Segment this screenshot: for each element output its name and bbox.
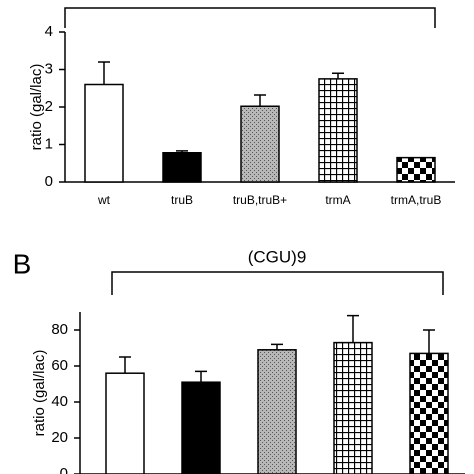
error-bar [332, 72, 344, 79]
y-tick-label: 0 [45, 173, 53, 190]
bar [105, 372, 145, 474]
y-axis-label: ratio (gal/lac) [31, 350, 48, 437]
x-tick-label: trmA,truB [391, 193, 442, 207]
y-tick-label: 1 [45, 135, 53, 152]
x-tick-label: trmA [325, 193, 350, 207]
error-bar [98, 61, 110, 85]
bar [257, 349, 297, 474]
y-tick-label: 3 [45, 60, 53, 77]
y-tick-label: 80 [51, 321, 68, 338]
error-bar [195, 370, 207, 383]
bracket [111, 271, 444, 295]
bracket [64, 7, 436, 28]
error-bar [119, 356, 131, 374]
bar [181, 381, 221, 474]
x-tick-label: truB [171, 193, 193, 207]
error-bar [423, 329, 435, 354]
error-bar [254, 94, 266, 107]
bar [409, 352, 449, 474]
panel-label: B [13, 248, 32, 279]
bar [396, 156, 436, 183]
y-tick-label: 0 [60, 465, 68, 474]
x-tick-label: truB,truB+ [233, 193, 287, 207]
bar [162, 152, 202, 183]
y-axis-label: ratio (gal/lac) [28, 64, 45, 151]
y-tick-label: 60 [51, 357, 68, 374]
y-tick-label: 20 [51, 429, 68, 446]
error-bar [271, 343, 283, 350]
error-bar [347, 314, 359, 343]
bar [318, 78, 358, 183]
y-tick-label: 40 [51, 393, 68, 410]
y-tick-label: 2 [45, 98, 53, 115]
y-tick-label: 4 [45, 23, 53, 40]
bar [84, 83, 124, 183]
bar [333, 341, 373, 474]
error-bar [176, 150, 188, 153]
bar [240, 105, 280, 183]
bracket-label: (CGU)9 [248, 247, 307, 266]
x-tick-label: wt [97, 193, 111, 207]
